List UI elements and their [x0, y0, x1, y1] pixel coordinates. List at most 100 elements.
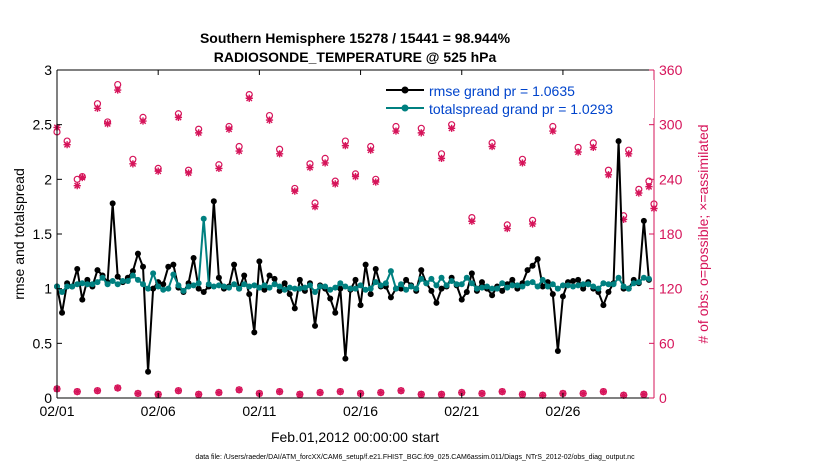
totalspread-point [205, 281, 212, 288]
legend-label-rmse: rmse grand pr = 1.0635 [429, 83, 575, 99]
obs-assimilated-point [114, 86, 122, 94]
totalspread-point [519, 283, 526, 290]
totalspread-point [266, 284, 273, 291]
totalspread-point [327, 286, 334, 293]
totalspread-point [549, 281, 556, 288]
chart-title-line1: Southern Hemisphere 15278 / 15441 = 98.9… [200, 30, 511, 46]
totalspread-point [200, 215, 207, 222]
x-tick-label: 02/26 [545, 403, 580, 419]
obs-assimilated-point [154, 167, 162, 175]
totalspread-point [251, 282, 258, 289]
chart-title-line2: RADIOSONDE_TEMPERATURE @ 525 hPa [214, 49, 497, 65]
rmse-point [615, 138, 622, 145]
totalspread-point [180, 287, 187, 294]
obs-assimilated-point [437, 390, 446, 398]
totalspread-point [514, 282, 521, 289]
rmse-point [59, 309, 66, 316]
left-tick-label: 0.5 [33, 335, 53, 351]
left-tick-label: 3 [44, 62, 52, 78]
totalspread-point [387, 268, 394, 275]
obs-assimilated-point [599, 388, 608, 396]
totalspread-point [392, 285, 399, 292]
obs-assimilated-point [640, 390, 648, 398]
legend-marker-rmse [401, 86, 409, 94]
left-tick-label: 1 [44, 281, 52, 297]
totalspread-point [220, 283, 227, 290]
rmse-point [84, 276, 91, 283]
obs-assimilated-point [518, 159, 527, 167]
totalspread-point [362, 286, 369, 293]
totalspread-point [620, 283, 627, 290]
totalspread-point [296, 285, 303, 292]
totalspread-point [580, 281, 587, 288]
totalspread-point [114, 281, 121, 288]
obs-assimilated-point [539, 391, 547, 399]
totalspread-point [605, 281, 612, 288]
obs-assimilated-point [195, 390, 203, 398]
rmse-point [640, 217, 647, 224]
totalspread-point [170, 271, 177, 278]
totalspread-point [564, 282, 571, 289]
obs-assimilated-point [478, 389, 486, 398]
totalspread-point [428, 275, 435, 282]
rmse-point [150, 285, 157, 292]
totalspread-point [276, 283, 283, 290]
right-tick-label: 120 [659, 281, 683, 297]
legend: rmse grand pr = 1.0635 totalspread grand… [384, 80, 654, 118]
totalspread-point [261, 282, 268, 289]
totalspread-point [585, 281, 592, 288]
totalspread-point [99, 274, 106, 281]
rmse-point [605, 288, 612, 295]
totalspread-point [554, 285, 561, 292]
rmse-point [387, 294, 394, 301]
rmse-point [357, 302, 364, 309]
rmse-point [281, 280, 288, 287]
obs-assimilated-point [589, 143, 597, 152]
obs-assimilated-point [291, 187, 299, 195]
obs-assimilated-point [174, 113, 183, 121]
legend-marker-spread [401, 104, 409, 112]
rmse-point [342, 355, 349, 362]
rmse-point [428, 287, 435, 294]
totalspread-point [291, 285, 298, 292]
totalspread-point [463, 274, 470, 281]
rmse-point [140, 263, 147, 270]
rmse-point [256, 258, 263, 265]
rmse-point [549, 291, 556, 298]
obs-assimilated-point [448, 124, 456, 132]
rmse-point [554, 347, 561, 354]
totalspread-point [84, 281, 91, 288]
obs-assimilated-point [518, 390, 527, 398]
totalspread-point [408, 283, 415, 290]
rmse-point [160, 281, 167, 288]
totalspread-point [499, 280, 506, 287]
rmse-point [570, 278, 577, 285]
rmse-point [367, 291, 374, 298]
obs-assimilated-point [331, 180, 339, 188]
totalspread-point [590, 283, 597, 290]
obs-assimilated-point [134, 389, 142, 398]
obs-assimilated-point [215, 164, 223, 172]
right-tick-label: 180 [659, 226, 683, 242]
totalspread-point [438, 274, 445, 281]
totalspread-point [129, 272, 136, 279]
totalspread-point [64, 283, 71, 290]
totalspread-point [94, 279, 101, 286]
obs-assimilated-point [215, 388, 223, 397]
totalspread-point [79, 280, 86, 287]
totalspread-point [595, 285, 602, 292]
totalspread-point [448, 278, 455, 285]
totalspread-point [140, 281, 147, 288]
obs-assimilated-point [184, 169, 193, 177]
rmse-point [352, 276, 359, 283]
obs-assimilated-point [276, 150, 284, 158]
obs-assimilated-point [503, 224, 511, 233]
rmse-point [79, 296, 86, 303]
totalspread-point [529, 279, 536, 286]
rmse-point [509, 276, 516, 283]
totalspread-point [301, 284, 308, 291]
rmse-point [114, 273, 121, 280]
totalspread-point [236, 285, 243, 292]
totalspread-point [377, 282, 384, 289]
